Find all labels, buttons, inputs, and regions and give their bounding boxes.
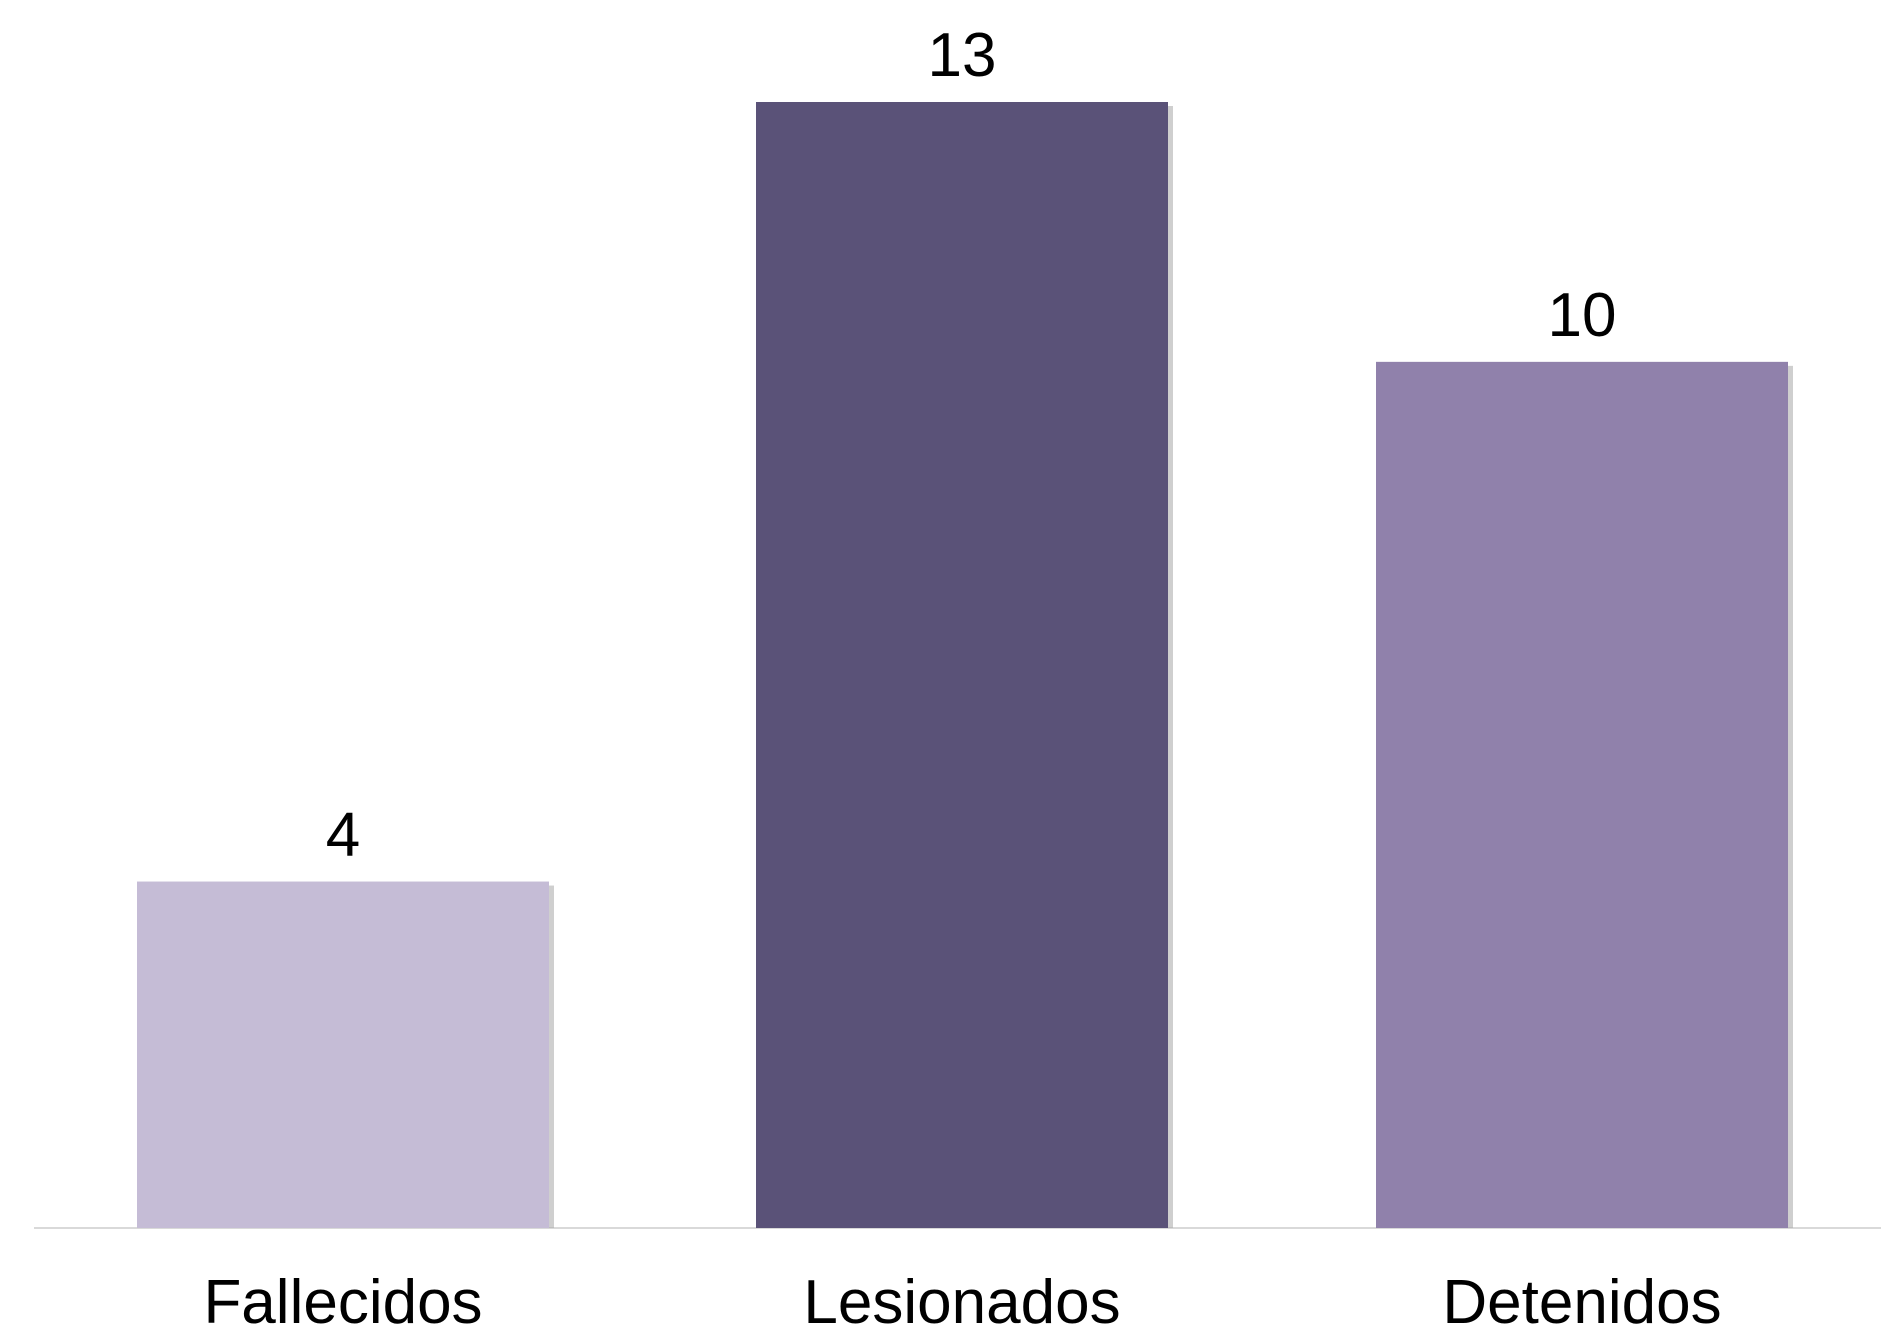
category-label-detenidos: Detenidos: [1442, 1268, 1721, 1329]
category-label-fallecidos: Fallecidos: [203, 1268, 482, 1329]
data-label-fallecidos: 4: [326, 801, 360, 870]
data-label-detenidos: 10: [1548, 281, 1617, 350]
bar-lesionados: [756, 102, 1168, 1228]
bar-fallecidos: [137, 881, 549, 1228]
bars-group: [137, 102, 1793, 1228]
bar-detenidos: [1376, 361, 1788, 1228]
category-label-lesionados: Lesionados: [803, 1268, 1120, 1329]
labels-group: 4 Fallecidos 13 Lesionados 10 Detenidos: [203, 21, 1721, 1329]
data-label-lesionados: 13: [928, 21, 997, 90]
